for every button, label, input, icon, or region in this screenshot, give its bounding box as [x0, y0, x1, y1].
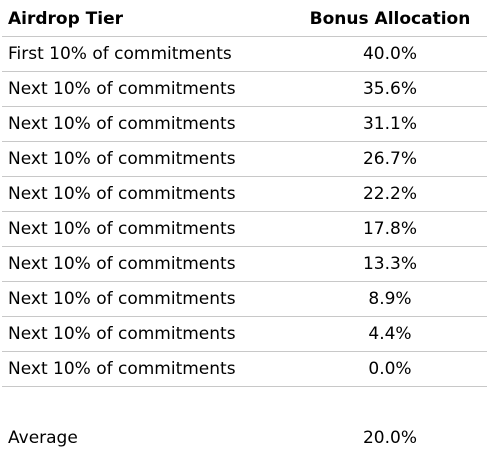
table-row: Next 10% of commitments 8.9%	[2, 281, 487, 317]
tier-cell: Next 10% of commitments	[2, 316, 290, 352]
average-row: Average 20.0%	[2, 421, 487, 455]
bonus-cell: 0.0%	[290, 351, 487, 387]
average-label: Average	[8, 428, 78, 448]
tier-cell: Next 10% of commitments	[2, 246, 290, 282]
average-value: 20.0%	[362, 428, 417, 448]
tier-cell: Next 10% of commitments	[2, 211, 290, 247]
spacer-cell	[2, 387, 290, 422]
table-body: First 10% of commitments 40.0% Next 10% …	[2, 36, 487, 456]
bonus-cell: 40.0%	[290, 36, 487, 72]
tier-cell: Next 10% of commitments	[2, 176, 290, 212]
header-bonus-allocation: Bonus Allocation	[290, 2, 487, 37]
bonus-cell: 8.9%	[290, 281, 487, 317]
bonus-cell: 31.1%	[290, 106, 487, 142]
tier-cell: Next 10% of commitments	[2, 281, 290, 317]
table-row: Next 10% of commitments 26.7%	[2, 141, 487, 177]
bonus-cell: 35.6%	[290, 71, 487, 107]
table-row: Next 10% of commitments 13.3%	[2, 246, 487, 282]
header-row: Airdrop Tier Bonus Allocation	[2, 2, 487, 37]
table-row: Next 10% of commitments 35.6%	[2, 71, 487, 107]
bonus-cell: 26.7%	[290, 141, 487, 177]
table-row: Next 10% of commitments 17.8%	[2, 211, 487, 247]
tier-cell: First 10% of commitments	[2, 36, 290, 72]
tier-cell: Next 10% of commitments	[2, 106, 290, 142]
tier-cell: Next 10% of commitments	[2, 71, 290, 107]
header-airdrop-tier: Airdrop Tier	[2, 2, 290, 37]
tier-cell: Next 10% of commitments	[2, 141, 290, 177]
bonus-cell: 13.3%	[290, 246, 487, 282]
bonus-cell: 17.8%	[290, 211, 487, 247]
table-row: Next 10% of commitments 0.0%	[2, 351, 487, 387]
table-row: Next 10% of commitments 31.1%	[2, 106, 487, 142]
table-row: Next 10% of commitments 22.2%	[2, 176, 487, 212]
table-row: Next 10% of commitments 4.4%	[2, 316, 487, 352]
spacer-cell	[290, 387, 487, 422]
bonus-cell: 22.2%	[290, 176, 487, 212]
table-row: First 10% of commitments 40.0%	[2, 36, 487, 72]
tier-cell: Next 10% of commitments	[2, 351, 290, 387]
bonus-cell: 4.4%	[290, 316, 487, 352]
spacer-row	[2, 387, 487, 422]
